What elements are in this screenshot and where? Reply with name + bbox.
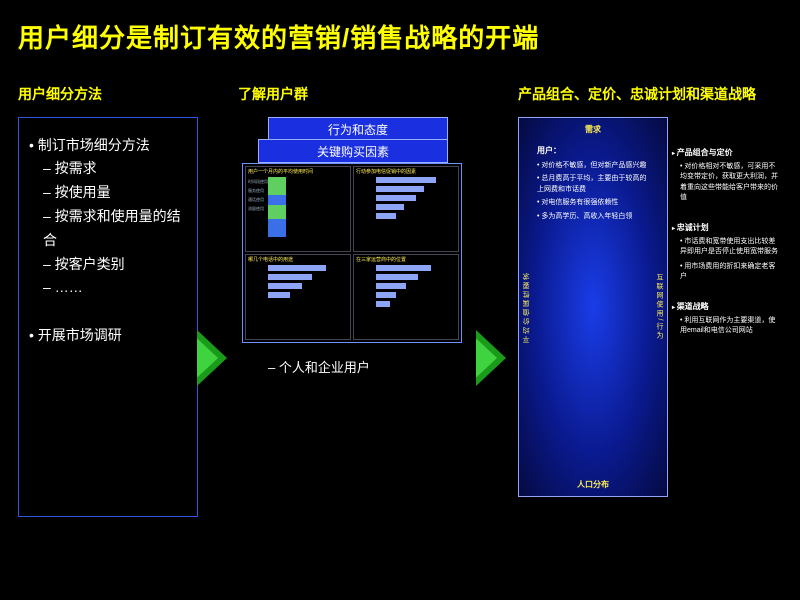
layer-mid: 关键购买因素 xyxy=(258,139,448,163)
column-methods: 用户细分方法 制订市场细分方法 按需求 按使用量 按需求和使用量的结合 按客户类… xyxy=(18,85,198,517)
strategy-list: 产品组合与定价 对价格相对不敏感，可采用不均变带定价，获取更大利润，并着重向这些… xyxy=(672,117,782,497)
column-strategy: 产品组合、定价、忠诚计划和渠道战略 需求 平均价值属性要求 互联网使用/行为 用… xyxy=(518,85,788,517)
panel-body: 用户： 对价格不敏感，但对新产品感兴趣总月费高于平均，主要由于较高的上网费和市话… xyxy=(519,135,667,223)
chart-stack: 行为和态度 关键购买因素 用户一个月内的平均使用时间 时间段使用服务使用通话使用… xyxy=(238,117,478,347)
arrow-icon xyxy=(197,330,227,386)
strategy-item: 利用互联网作为主要渠道，使用email和电信公司网站 xyxy=(680,316,782,337)
strategy-item: 市话费和宽带使用支出比较差异即用户是否停止使用宽带服务 xyxy=(680,237,782,258)
panel-bottom-label: 人口分布 xyxy=(519,479,667,490)
col3-head: 产品组合、定价、忠诚计划和渠道战略 xyxy=(518,85,788,105)
quad-title: 在三家运营商中的位置 xyxy=(356,257,456,263)
strategy-group: 产品组合与定价 对价格相对不敏感，可采用不均变带定价，获取更大利润，并着重向这些… xyxy=(672,147,782,204)
layer-back: 行为和态度 xyxy=(268,117,448,141)
sub-bullet: 按需求 xyxy=(43,157,187,181)
panel-point: 总月费高于平均，主要由于较高的上网费和市话费 xyxy=(537,174,649,195)
sub-bullet: 按使用量 xyxy=(43,181,187,205)
sub-bullet: 按客户类别 xyxy=(43,253,187,277)
sub-bullet: 按需求和使用量的结合 xyxy=(43,205,187,253)
panel-top-label: 需求 xyxy=(519,124,667,135)
subcaption: – 个人和企业用户 xyxy=(268,357,478,376)
bullet: 开展市场调研 xyxy=(29,324,187,348)
quad-2: 行动参加电信促销中的因素 xyxy=(353,166,459,252)
column-understand: 了解用户群 行为和态度 关键购买因素 用户一个月内的平均使用时间 时间段使用服务… xyxy=(238,85,478,517)
col2-head: 了解用户群 xyxy=(238,85,478,105)
quad-4: 在三家运营商中的位置 xyxy=(353,254,459,340)
methods-box: 制订市场细分方法 按需求 按使用量 按需求和使用量的结合 按客户类别 …… 开展… xyxy=(18,117,198,517)
user-head: 用户： xyxy=(537,145,649,157)
quad-title: 哪几个电话中的用途 xyxy=(248,257,348,263)
strategy-group: 渠道战略 利用互联网作为主要渠道，使用email和电信公司网站 xyxy=(672,301,782,337)
hbar-chart xyxy=(376,265,456,307)
stacked-bar-chart xyxy=(268,177,286,237)
quad-title: 用户一个月内的平均使用时间 xyxy=(248,169,348,175)
panel-right-label: 互联网使用/行为 xyxy=(654,273,664,340)
user-panel: 需求 平均价值属性要求 互联网使用/行为 用户： 对价格不敏感，但对新产品感兴趣… xyxy=(518,117,668,497)
strategy-group: 忠诚计划 市话费和宽带使用支出比较差异即用户是否停止使用宽带服务 用市场费用的折… xyxy=(672,222,782,283)
sub-bullet: …… xyxy=(43,276,187,300)
legend: 时间段使用服务使用通话使用流量使用 xyxy=(248,179,268,212)
quad-1: 用户一个月内的平均使用时间 时间段使用服务使用通话使用流量使用 xyxy=(245,166,351,252)
col1-head: 用户细分方法 xyxy=(18,85,198,105)
strategy-head: 产品组合与定价 xyxy=(672,147,782,159)
bullet: 制订市场细分方法 xyxy=(29,134,187,158)
strategy-wrap: 需求 平均价值属性要求 互联网使用/行为 用户： 对价格不敏感，但对新产品感兴趣… xyxy=(518,117,788,497)
quad-3: 哪几个电话中的用途 xyxy=(245,254,351,340)
panel-point: 多为高学历、高收入年轻白领 xyxy=(537,212,649,223)
quad-title: 行动参加电信促销中的因素 xyxy=(356,169,456,175)
strategy-head: 渠道战略 xyxy=(672,301,782,313)
strategy-item: 对价格相对不敏感，可采用不均变带定价，获取更大利润，并着重向这些带能给客户带来的… xyxy=(680,162,782,204)
panel-point: 对价格不敏感，但对新产品感兴趣 xyxy=(537,161,649,172)
columns: 用户细分方法 制订市场细分方法 按需求 按使用量 按需求和使用量的结合 按客户类… xyxy=(0,55,800,517)
panel-left-label: 平均价值属性要求 xyxy=(522,271,532,343)
strategy-head: 忠诚计划 xyxy=(672,222,782,234)
layer-label: 关键购买因素 xyxy=(259,140,447,163)
panel-point: 对电信服务有很强依赖性 xyxy=(537,198,649,209)
hbar-chart xyxy=(268,265,348,298)
page-title: 用户细分是制订有效的营销/销售战略的开端 xyxy=(0,0,800,55)
strategy-item: 用市场费用的折扣来确定老客户 xyxy=(680,262,782,283)
chart-panel: 用户一个月内的平均使用时间 时间段使用服务使用通话使用流量使用 行动参加电信促销… xyxy=(242,163,462,343)
layer-label: 行为和态度 xyxy=(269,118,447,141)
arrow-icon xyxy=(476,330,506,386)
hbar-chart xyxy=(376,177,456,219)
